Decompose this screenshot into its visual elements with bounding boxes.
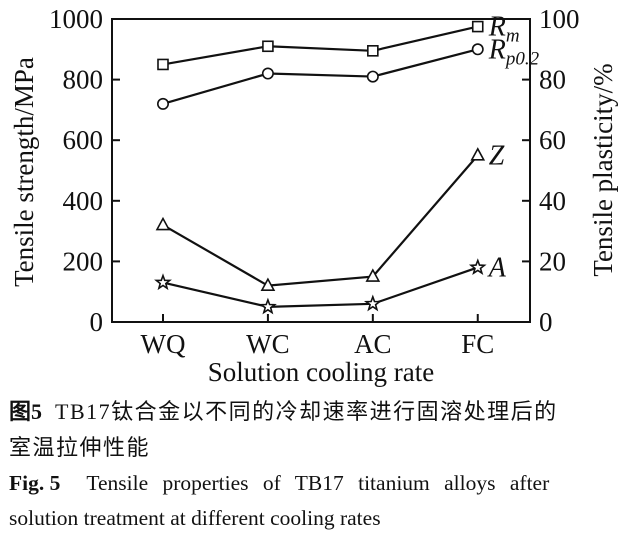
marker-square-icon [157,58,169,71]
x-axis-title: Solution cooling rate [208,357,434,387]
caption-cn-text1: TB17钛合金以不同的冷却速率进行固溶处理后的 [55,399,558,424]
caption-en-label: Fig. 5 [9,471,61,495]
x-tick-label: AC [354,329,392,359]
right-tick-label: 0 [539,307,553,337]
left-tick-label: 0 [90,307,104,337]
figure-caption: 图5 TB17钛合金以不同的冷却速率进行固溶处理后的 室温拉伸性能 Fig. 5 T… [0,390,634,536]
left-tick-label: 600 [63,125,104,155]
marker-circle-icon [261,67,274,80]
right-axis-title: Tensile plasticity/% [588,63,618,276]
caption-en-text2: solution treatment at different cooling … [9,506,381,530]
marker-star-icon [468,258,487,275]
series-a: A [154,252,507,315]
left-tick-label: 1000 [49,4,103,34]
series-label-rp02: Rp0.2 [488,34,540,69]
marker-square-icon [471,20,484,33]
left-tick-label: 200 [63,246,104,276]
series-z: Z [155,140,505,291]
series-line-z [162,154,479,287]
marker-star-icon [259,297,277,315]
marker-triangle-icon [470,147,486,161]
series-line-a [162,266,479,308]
series-line-rm [162,25,478,66]
right-tick-label: 100 [539,4,580,34]
left-tick-label: 800 [63,65,104,95]
series-label-z: Z [489,140,505,171]
tensile-properties-chart: 0 200 400 600 800 1000 0 20 40 60 80 100 WQ WC AC FC RmR… [9,4,618,387]
caption-en-line1: Fig. 5 Tensile properties of TB17 titaniu… [9,466,625,501]
caption-cn-line2: 室温拉伸性能 [9,430,625,466]
marker-star-icon [154,273,172,291]
right-tick-label: 60 [539,125,566,155]
marker-triangle-icon [155,216,171,231]
left-axis-title: Tensile strength/MPa [9,57,39,287]
series-rp02: Rp0.2 [156,34,540,110]
series-rm: Rm [157,12,520,71]
caption-en-text1: Tensile properties of TB17 titanium allo… [86,471,550,495]
caption-cn-line1: 图5 TB17钛合金以不同的冷却速率进行固溶处理后的 [9,394,625,430]
caption-cn-label: 图5 [9,399,43,424]
caption-en-line2: solution treatment at different cooling … [9,501,625,536]
left-tick-label: 400 [63,186,104,216]
marker-square-icon [367,45,379,57]
right-tick-label: 20 [539,246,566,276]
marker-circle-icon [366,70,379,83]
marker-triangle-icon [260,277,276,291]
marker-circle-icon [156,97,169,110]
right-tick-label: 40 [539,186,566,216]
right-tick-label: 80 [539,65,566,95]
marker-triangle-icon [365,268,381,282]
caption-cn-text2: 室温拉伸性能 [9,435,151,460]
marker-square-icon [262,40,274,53]
series-line-rp02 [162,48,479,105]
series-label-rm: Rm [488,12,520,47]
marker-circle-icon [471,43,484,56]
marker-star-icon [363,294,382,312]
x-tick-label: FC [461,329,494,359]
x-tick-label: WQ [141,329,186,359]
series-label-a: A [487,252,507,283]
x-tick-label: WC [246,329,290,359]
plot-layer: 0 200 400 600 800 1000 0 20 40 60 80 100 WQ WC AC FC RmR… [49,4,580,359]
plot-frame [111,18,531,323]
